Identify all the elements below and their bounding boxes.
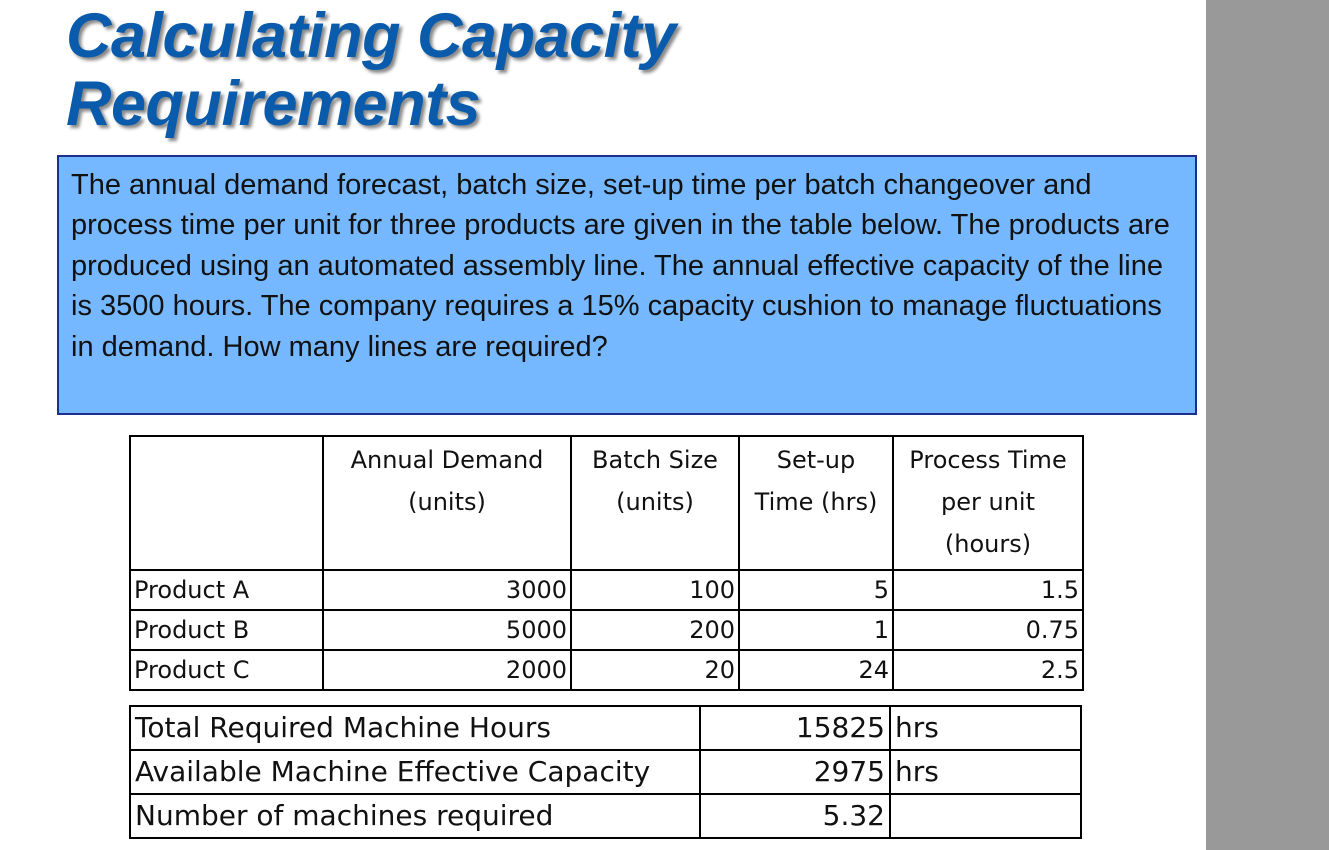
summary-unit: [889, 793, 1082, 839]
process-time: 1.5: [892, 569, 1084, 611]
title-line-2: Requirements: [66, 69, 481, 139]
header-batch-size: Batch Size (units): [570, 435, 740, 571]
product-data-table: Annual Demand (units) Batch Size (units)…: [129, 435, 1084, 691]
setup-time: 24: [738, 649, 894, 691]
table-header-row: Annual Demand (units) Batch Size (units)…: [129, 435, 1084, 571]
summary-value: 2975: [699, 749, 891, 795]
annual-demand: 3000: [322, 569, 572, 611]
summary-unit: hrs: [889, 749, 1082, 795]
title-line-1: Calculating Capacity: [66, 1, 676, 71]
header-setup-time: Set-up Time (hrs): [738, 435, 894, 571]
product-name: Product A: [129, 569, 324, 611]
batch-size: 20: [570, 649, 740, 691]
batch-size: 100: [570, 569, 740, 611]
table-row: Product C 2000 20 24 2.5: [129, 649, 1084, 691]
slide-title: Calculating Capacity Requirements: [66, 2, 676, 138]
table-row: Product B 5000 200 1 0.75: [129, 609, 1084, 651]
header-blank: [129, 435, 324, 571]
summary-label: Total Required Machine Hours: [129, 705, 701, 751]
annual-demand: 5000: [322, 609, 572, 651]
table-row: Product A 3000 100 5 1.5: [129, 569, 1084, 611]
summary-row: Available Machine Effective Capacity 297…: [129, 749, 1082, 795]
product-name: Product B: [129, 609, 324, 651]
product-name: Product C: [129, 649, 324, 691]
setup-time: 1: [738, 609, 894, 651]
header-process-time: Process Time per unit (hours): [892, 435, 1084, 571]
problem-statement-box: The annual demand forecast, batch size, …: [57, 155, 1197, 415]
summary-value: 15825: [699, 705, 891, 751]
summary-row: Total Required Machine Hours 15825 hrs: [129, 705, 1082, 751]
slide-side-bar: [1206, 0, 1329, 850]
batch-size: 200: [570, 609, 740, 651]
process-time: 2.5: [892, 649, 1084, 691]
setup-time: 5: [738, 569, 894, 611]
process-time: 0.75: [892, 609, 1084, 651]
summary-row: Number of machines required 5.32: [129, 793, 1082, 839]
summary-label: Available Machine Effective Capacity: [129, 749, 701, 795]
summary-value: 5.32: [699, 793, 891, 839]
summary-table: Total Required Machine Hours 15825 hrs A…: [129, 705, 1082, 839]
annual-demand: 2000: [322, 649, 572, 691]
summary-unit: hrs: [889, 705, 1082, 751]
header-annual-demand: Annual Demand (units): [322, 435, 572, 571]
summary-label: Number of machines required: [129, 793, 701, 839]
